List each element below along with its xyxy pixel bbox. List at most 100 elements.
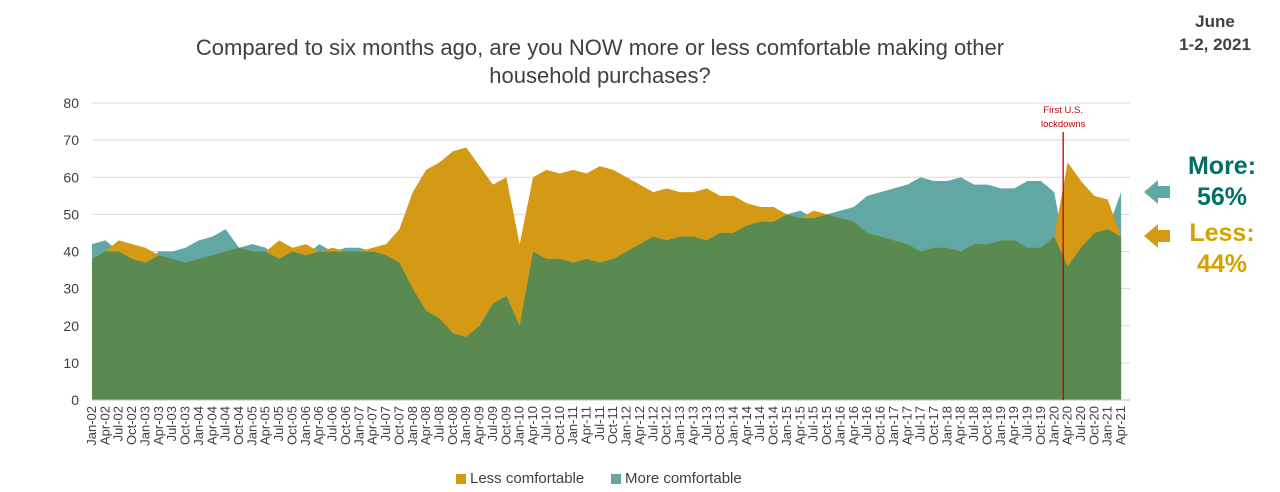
x-tick-label: Jan-18 (939, 406, 954, 446)
x-tick-label: Oct-11 (605, 406, 620, 444)
x-tick-label: Oct-15 (819, 406, 834, 445)
x-tick-label: Apr-13 (685, 406, 700, 445)
x-tick-label: Oct-19 (1033, 406, 1048, 445)
axes: 01020304050607080Jan-02Apr-02Jul-02Oct-0… (63, 95, 1130, 446)
x-tick-label: Oct-03 (178, 406, 193, 445)
x-tick-label: Apr-17 (899, 406, 914, 445)
x-tick-label: Jan-21 (1100, 406, 1115, 446)
series-overlap (92, 214, 1122, 400)
y-tick-label: 60 (63, 169, 79, 185)
x-tick-label: Apr-02 (97, 406, 112, 445)
x-tick-label: Apr-04 (204, 406, 219, 445)
x-tick-label: Jul-10 (538, 406, 553, 441)
lockdown-label: First U.S. (1043, 105, 1083, 116)
more-callout: More: 56% (1172, 151, 1272, 213)
x-tick-label: Oct-09 (498, 406, 513, 445)
x-tick-label: Apr-03 (151, 406, 166, 445)
y-tick-label: 70 (63, 132, 79, 148)
legend-swatch-more (611, 473, 621, 484)
x-tick-label: Jan-15 (779, 406, 794, 446)
legend-item-more: More comfortable (611, 470, 742, 487)
x-tick-label: Apr-08 (418, 406, 433, 445)
x-tick-label: Jan-09 (458, 406, 473, 446)
x-tick-label: Jan-10 (512, 406, 527, 446)
x-tick-label: Jan-14 (726, 406, 741, 446)
x-tick-label: Jul-04 (218, 406, 233, 441)
more-callout-value: 56% (1196, 183, 1248, 211)
x-tick-label: Oct-18 (979, 406, 994, 445)
chart-title: Compared to six months ago, are you NOW … (195, 35, 1005, 88)
x-tick-label: Oct-10 (552, 406, 567, 445)
area-series (92, 147, 1122, 400)
x-tick-label: Apr-21 (1113, 406, 1128, 445)
x-tick-label: Apr-07 (365, 406, 380, 445)
x-tick-label: Jul-18 (966, 406, 981, 441)
x-tick-label: Jan-16 (832, 406, 847, 446)
x-tick-label: Jul-20 (1073, 406, 1088, 441)
x-tick-label: Jan-17 (886, 406, 901, 446)
x-tick-label: Oct-20 (1086, 406, 1101, 445)
more-callout-label: More: (1187, 152, 1257, 180)
x-tick-label: Apr-20 (1060, 406, 1075, 445)
x-tick-label: Jan-05 (244, 406, 259, 446)
x-tick-label: Apr-12 (632, 406, 647, 445)
x-tick-label: Jul-02 (111, 406, 126, 441)
x-tick-label: Oct-08 (445, 406, 460, 445)
callout-arrows (1144, 180, 1170, 248)
x-tick-label: Apr-05 (258, 406, 273, 445)
x-tick-label: Jul-17 (913, 406, 928, 441)
x-tick-label: Jul-09 (485, 406, 500, 441)
less-callout-label: Less: (1189, 219, 1255, 247)
y-tick-label: 0 (71, 392, 79, 408)
x-tick-label: Oct-07 (391, 406, 406, 445)
x-tick-label: Jan-02 (84, 406, 99, 446)
x-tick-label: Jan-13 (672, 406, 687, 446)
less-callout-value: 44% (1196, 250, 1248, 278)
y-tick-label: 20 (63, 318, 79, 334)
x-tick-label: Apr-09 (472, 406, 487, 445)
y-tick-label: 40 (63, 244, 79, 260)
x-tick-label: Oct-12 (659, 406, 674, 445)
x-tick-label: Jul-14 (752, 406, 767, 441)
x-tick-label: Apr-19 (1006, 406, 1021, 445)
x-tick-label: Oct-02 (124, 406, 139, 445)
y-tick-label: 80 (63, 95, 79, 111)
x-tick-label: Oct-05 (284, 406, 299, 445)
x-tick-label: Apr-06 (311, 406, 326, 445)
x-tick-label: Jul-03 (164, 406, 179, 441)
less-arrow-icon (1144, 224, 1170, 248)
less-callout: Less: 44% (1172, 218, 1272, 280)
x-tick-label: Jul-19 (1020, 406, 1035, 441)
date-stamp: June 1-2, 2021 (1179, 12, 1251, 54)
y-tick-label: 50 (63, 206, 79, 222)
legend-label-more: More comfortable (625, 470, 742, 487)
legend-swatch-less (456, 473, 466, 484)
x-tick-label: Jul-12 (645, 406, 660, 441)
x-tick-label: Oct-16 (873, 406, 888, 445)
x-tick-label: Apr-11 (578, 406, 593, 444)
y-tick-label: 10 (63, 355, 79, 371)
x-tick-label: Jan-08 (405, 406, 420, 446)
x-tick-label: Oct-13 (712, 406, 727, 445)
x-tick-label: Oct-06 (338, 406, 353, 445)
x-tick-label: Jan-04 (191, 406, 206, 446)
x-tick-label: Jan-06 (298, 406, 313, 446)
x-tick-label: Apr-10 (525, 406, 540, 445)
x-tick-label: Apr-16 (846, 406, 861, 445)
x-tick-label: Oct-14 (766, 406, 781, 445)
x-tick-label: Jul-15 (806, 406, 821, 441)
lockdown-label: lockdowns (1041, 119, 1086, 130)
x-tick-label: Jul-08 (431, 406, 446, 441)
x-tick-label: Oct-17 (926, 406, 941, 445)
x-tick-label: Jan-20 (1046, 406, 1061, 446)
more-arrow-icon (1144, 180, 1170, 204)
x-tick-label: Apr-15 (792, 406, 807, 445)
legend-label-less: Less comfortable (470, 470, 585, 487)
x-tick-label: Jan-07 (351, 406, 366, 446)
x-tick-label: Jul-13 (699, 406, 714, 441)
x-tick-label: Jan-03 (137, 406, 152, 446)
x-tick-label: Apr-14 (739, 406, 754, 445)
x-tick-label: Jul-05 (271, 406, 286, 441)
x-tick-label: Oct-04 (231, 406, 246, 445)
